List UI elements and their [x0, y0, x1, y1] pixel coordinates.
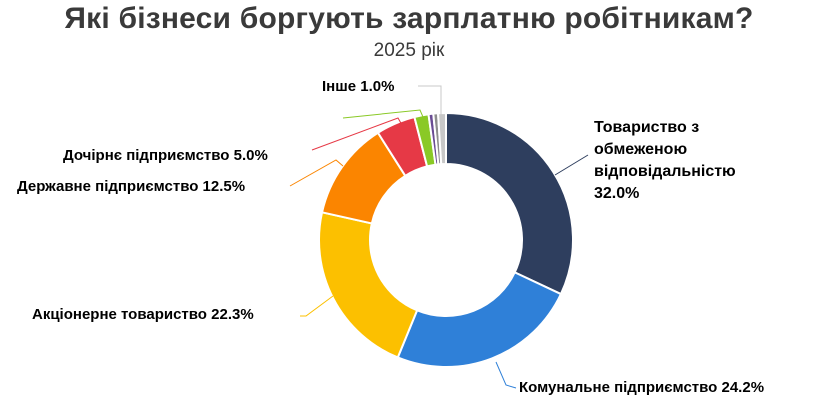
label-komunalne: Комунальне підприємство 24.2% — [519, 379, 765, 396]
leader-derzhavne — [289, 159, 344, 187]
label-tov: Товариство з обмеженою відповідальністю … — [594, 117, 736, 205]
label-aktsionerne: Акціонерне товариство 22.3% — [32, 306, 254, 323]
label-derzhavne: Державне підприємство 12.5% — [17, 178, 246, 195]
label-tov-line3: відповідальністю — [594, 163, 736, 180]
leader-inshe — [418, 85, 442, 115]
donut-slice — [445, 112, 574, 296]
label-tov-line1: Товариство з — [594, 119, 700, 136]
leader-green — [342, 109, 424, 119]
leader-komunalne — [495, 361, 517, 389]
chart-subtitle: 2025 рік — [373, 40, 445, 61]
leader-dochirne — [311, 117, 403, 151]
leader-aktsionerne — [300, 295, 334, 317]
label-dochirne: Дочірнє підприємство 5.0% — [63, 147, 268, 164]
label-inshe: Інше 1.0% — [322, 78, 395, 95]
leader-tov — [554, 154, 589, 176]
donut-slices — [318, 112, 574, 368]
label-tov-line2: обмеженою — [594, 141, 688, 158]
label-tov-value: 32.0% — [594, 185, 640, 202]
donut-slice — [318, 211, 419, 359]
donut-slice — [396, 271, 562, 368]
leader-lines — [289, 85, 589, 389]
chart-title: Які бізнеси боргують зарплатню робітника… — [64, 2, 754, 35]
